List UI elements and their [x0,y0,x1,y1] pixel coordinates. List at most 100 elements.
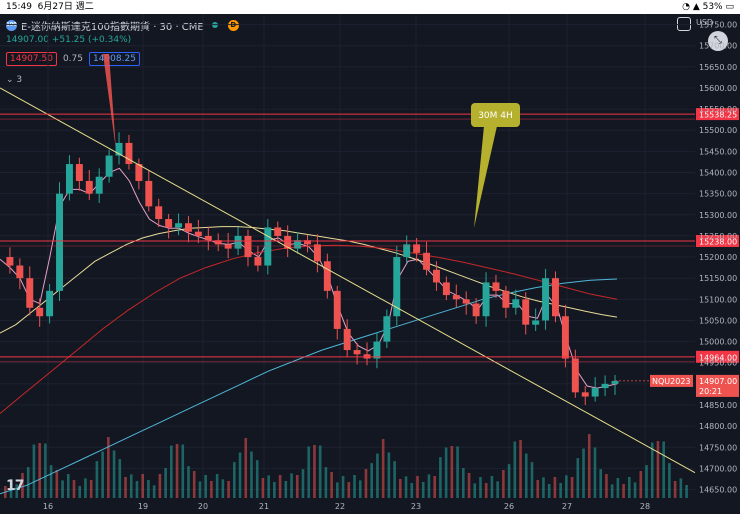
volume-bar [141,474,144,498]
pointer-arrow [103,54,116,150]
currency-label[interactable]: USD [696,18,714,27]
candle-body [36,307,44,317]
candle-body [482,282,490,317]
current-price-tag [696,374,739,397]
x-tick-label: 27 [562,502,572,511]
collapse-icon[interactable]: ⤡ [708,31,728,51]
candle-body [56,193,63,291]
volume-bar [376,453,379,498]
volume-bar [542,477,545,498]
candle-body [115,142,123,156]
volume-bar [358,480,362,498]
candle-body [492,282,500,291]
y-tick-label: 15700.00 [699,42,737,51]
volume-bar [502,469,505,498]
settings-box-icon[interactable] [677,17,691,31]
x-tick-label: 26 [504,502,514,511]
candle-body [234,235,242,249]
volume-bar [650,442,654,498]
volume-bar [450,446,454,498]
horizontal-level-label: 15238.00 [699,237,737,246]
candle-body [502,290,510,308]
volume-bar [519,440,522,498]
candle-body [333,290,341,329]
candle-body [95,176,103,194]
candle-body [393,257,401,317]
horizontal-level-tag [696,234,739,247]
volume-bar [645,465,648,498]
volume-bar [639,470,643,498]
sell-button[interactable]: 14907.50 [6,52,57,66]
volume-bar [78,485,82,498]
volume-bar [490,475,494,498]
volume-bar [605,474,608,498]
volume-bar [467,473,471,498]
volume-bar [404,476,408,498]
candle-body [591,388,599,397]
y-tick-label: 14950.00 [699,359,737,368]
current-price-label: 14907.00 [699,377,737,386]
candle-body [601,383,609,389]
candle-body [165,219,173,228]
y-tick-label: 14750.00 [699,443,737,452]
volume-bar [278,475,282,498]
y-tick-label: 14800.00 [699,422,737,431]
volume-bar [261,478,265,498]
candle-body [135,164,143,181]
volume-bar [175,444,179,498]
volume-bar [484,483,488,498]
volume-bar [101,451,104,498]
candle-body [294,240,302,249]
buy-button[interactable]: 14908.25 [89,52,140,66]
spread-value: 0.75 [62,54,83,64]
x-tick-label: 28 [640,502,650,511]
volume-bar [198,481,202,498]
volume-bar [324,467,328,498]
volume-bar [622,484,625,498]
volume-bar [192,471,196,498]
volume-bar [530,462,534,498]
volume-bar [444,447,448,498]
volume-bar [95,461,99,498]
volume-bar [633,482,637,498]
volume-bar [565,475,568,498]
candle-body [561,316,569,359]
volume-bar [38,443,41,498]
candle-body [413,244,421,253]
volume-bar [610,484,614,498]
volume-bar [421,481,425,498]
candle-body [432,269,440,283]
volume-bar [679,478,683,498]
candle-body [571,358,579,393]
volume-bar [295,474,299,498]
candle-body [542,278,550,321]
candle-body [472,303,480,317]
candle-body [224,244,232,249]
candle-body [343,328,351,351]
volume-bar [89,479,93,498]
volume-bar [32,444,36,498]
candle-body [125,142,133,165]
volume-bar [227,480,230,498]
volume-bar [524,453,528,498]
volume-bar [330,472,333,498]
volume-bar [593,447,597,498]
volume-bar [410,482,414,498]
indicators-toggle[interactable]: ⌄ 3 [6,75,23,85]
ma-line-red [0,244,618,414]
candle-body [462,299,470,304]
volume-bar [547,483,551,498]
y-tick-label: 15500.00 [699,126,737,135]
volume-bar [496,481,499,498]
candle-body [304,240,311,245]
volume-bar [164,468,167,498]
volume-bar [628,476,631,498]
volume-bar [129,474,133,498]
volume-bar [662,441,665,498]
x-tick-label: 22 [335,502,345,511]
volume-bar [84,478,87,498]
candle-body [611,380,619,384]
volume-bar [576,458,580,498]
volume-bar [158,473,162,498]
